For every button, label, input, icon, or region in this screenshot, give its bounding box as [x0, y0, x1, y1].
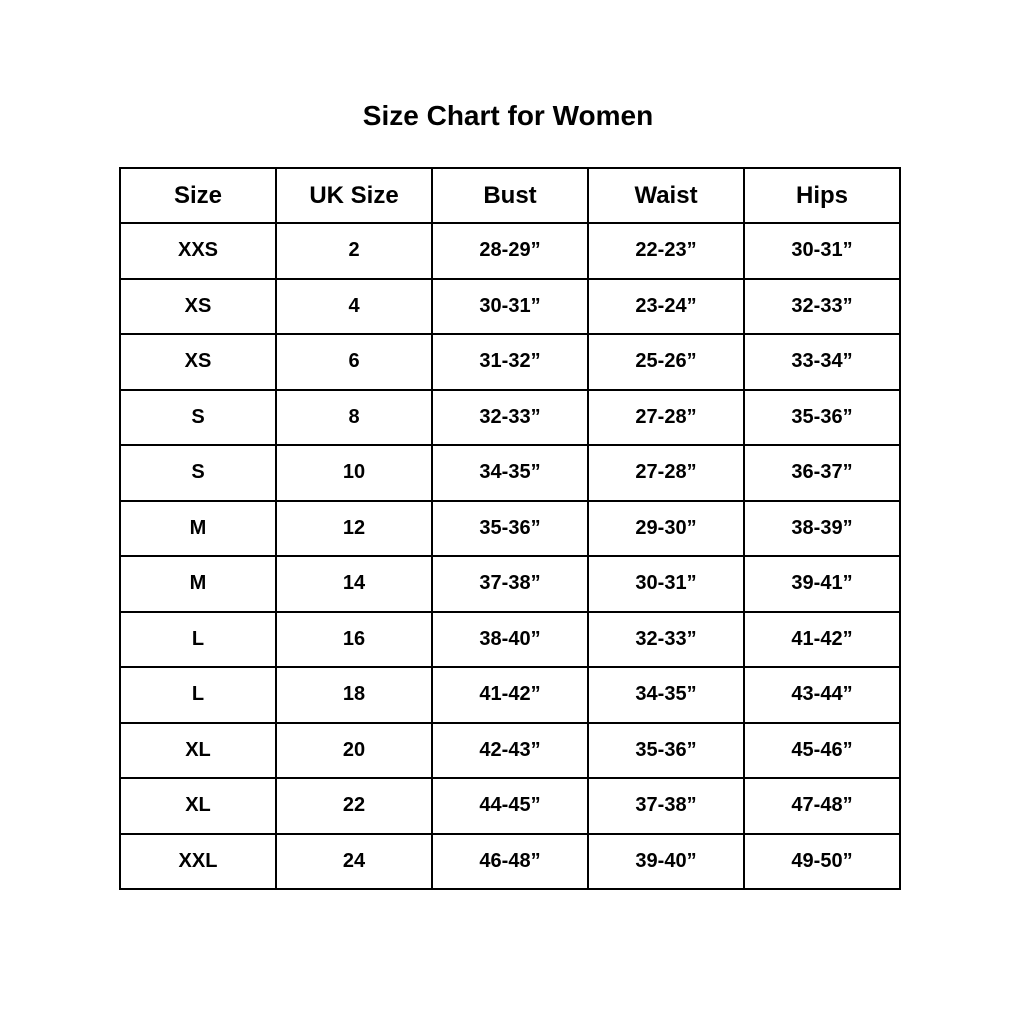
- cell-hips: 36-37”: [743, 444, 901, 502]
- cell-hips: 49-50”: [743, 832, 901, 890]
- cell-size: XL: [119, 777, 277, 835]
- table-row: M 12 35-36” 29-30” 38-39”: [119, 499, 901, 557]
- cell-uk-size: 20: [275, 721, 433, 779]
- cell-uk-size: 10: [275, 444, 433, 502]
- cell-bust: 32-33”: [431, 388, 589, 446]
- header-waist: Waist: [587, 167, 745, 224]
- page-title: Size Chart for Women: [362, 100, 654, 131]
- cell-uk-size: 4: [275, 277, 433, 335]
- cell-waist: 29-30”: [587, 499, 745, 557]
- cell-bust: 41-42”: [431, 666, 589, 724]
- cell-size: XS: [119, 277, 277, 335]
- size-chart-table: Size UK Size Bust Waist Hips XXS 2 28-29” 2…: [119, 167, 901, 890]
- cell-size: XXL: [119, 832, 277, 890]
- table-row: S 8 32-33” 27-28” 35-36”: [119, 388, 901, 446]
- table-row: XS 6 31-32” 25-26” 33-34”: [119, 333, 901, 391]
- cell-hips: 43-44”: [743, 666, 901, 724]
- cell-bust: 42-43”: [431, 721, 589, 779]
- cell-bust: 28-29”: [431, 222, 589, 280]
- cell-uk-size: 8: [275, 388, 433, 446]
- cell-hips: 33-34”: [743, 333, 901, 391]
- cell-waist: 23-24”: [587, 277, 745, 335]
- table-row: M 14 37-38” 30-31” 39-41”: [119, 555, 901, 613]
- table-row: L 16 38-40” 32-33” 41-42”: [119, 610, 901, 668]
- cell-size: L: [119, 666, 277, 724]
- cell-bust: 44-45”: [431, 777, 589, 835]
- cell-waist: 39-40”: [587, 832, 745, 890]
- cell-hips: 35-36”: [743, 388, 901, 446]
- cell-size: S: [119, 444, 277, 502]
- cell-bust: 30-31”: [431, 277, 589, 335]
- cell-size: M: [119, 555, 277, 613]
- cell-uk-size: 6: [275, 333, 433, 391]
- cell-hips: 45-46”: [743, 721, 901, 779]
- header-size: Size: [119, 167, 277, 224]
- cell-uk-size: 18: [275, 666, 433, 724]
- cell-uk-size: 22: [275, 777, 433, 835]
- cell-hips: 38-39”: [743, 499, 901, 557]
- table-row: XS 4 30-31” 23-24” 32-33”: [119, 277, 901, 335]
- cell-bust: 31-32”: [431, 333, 589, 391]
- header-hips: Hips: [743, 167, 901, 224]
- cell-size: L: [119, 610, 277, 668]
- cell-waist: 27-28”: [587, 444, 745, 502]
- cell-size: S: [119, 388, 277, 446]
- cell-bust: 34-35”: [431, 444, 589, 502]
- cell-hips: 39-41”: [743, 555, 901, 613]
- cell-waist: 22-23”: [587, 222, 745, 280]
- table-row: XL 20 42-43” 35-36” 45-46”: [119, 721, 901, 779]
- cell-bust: 35-36”: [431, 499, 589, 557]
- cell-bust: 46-48”: [431, 832, 589, 890]
- cell-uk-size: 14: [275, 555, 433, 613]
- cell-waist: 25-26”: [587, 333, 745, 391]
- table-row: XL 22 44-45” 37-38” 47-48”: [119, 777, 901, 835]
- cell-size: M: [119, 499, 277, 557]
- cell-size: XXS: [119, 222, 277, 280]
- cell-waist: 35-36”: [587, 721, 745, 779]
- table-row: XXL 24 46-48” 39-40” 49-50”: [119, 832, 901, 890]
- cell-waist: 37-38”: [587, 777, 745, 835]
- cell-waist: 27-28”: [587, 388, 745, 446]
- cell-uk-size: 24: [275, 832, 433, 890]
- cell-bust: 37-38”: [431, 555, 589, 613]
- table-row: XXS 2 28-29” 22-23” 30-31”: [119, 222, 901, 280]
- table-row: S 10 34-35” 27-28” 36-37”: [119, 444, 901, 502]
- cell-hips: 41-42”: [743, 610, 901, 668]
- cell-uk-size: 12: [275, 499, 433, 557]
- cell-uk-size: 2: [275, 222, 433, 280]
- header-uk-size: UK Size: [275, 167, 433, 224]
- header-bust: Bust: [431, 167, 589, 224]
- cell-size: XL: [119, 721, 277, 779]
- table-row: L 18 41-42” 34-35” 43-44”: [119, 666, 901, 724]
- cell-hips: 47-48”: [743, 777, 901, 835]
- cell-bust: 38-40”: [431, 610, 589, 668]
- cell-waist: 32-33”: [587, 610, 745, 668]
- cell-waist: 30-31”: [587, 555, 745, 613]
- cell-hips: 30-31”: [743, 222, 901, 280]
- cell-size: XS: [119, 333, 277, 391]
- cell-waist: 34-35”: [587, 666, 745, 724]
- header-row: Size UK Size Bust Waist Hips: [119, 167, 901, 224]
- cell-hips: 32-33”: [743, 277, 901, 335]
- cell-uk-size: 16: [275, 610, 433, 668]
